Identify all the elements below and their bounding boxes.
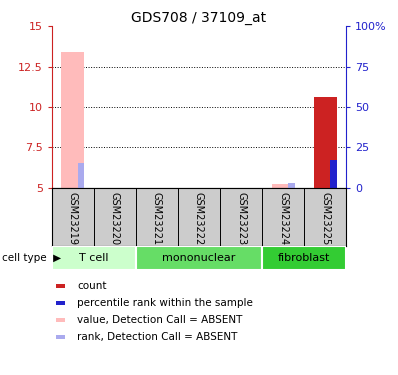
- Text: GSM23222: GSM23222: [194, 192, 204, 245]
- Text: count: count: [77, 281, 107, 291]
- Bar: [56, 318, 65, 322]
- Text: fibroblast: fibroblast: [278, 253, 330, 263]
- Bar: [136, 246, 262, 270]
- Bar: [262, 246, 346, 270]
- Bar: [52, 246, 136, 270]
- Bar: [314, 97, 337, 188]
- Bar: [56, 284, 65, 288]
- Bar: [56, 301, 65, 305]
- Text: T cell: T cell: [79, 253, 109, 263]
- Title: GDS708 / 37109_at: GDS708 / 37109_at: [131, 11, 267, 25]
- Text: GSM23224: GSM23224: [278, 192, 288, 245]
- Bar: [56, 334, 65, 339]
- Text: mononuclear: mononuclear: [162, 253, 236, 263]
- Text: GSM23223: GSM23223: [236, 192, 246, 245]
- Bar: [330, 160, 337, 188]
- Text: GSM23225: GSM23225: [320, 192, 330, 245]
- Text: percentile rank within the sample: percentile rank within the sample: [77, 298, 253, 308]
- Text: cell type  ▶: cell type ▶: [2, 253, 61, 263]
- Bar: [271, 184, 295, 188]
- Text: GSM23220: GSM23220: [110, 192, 120, 245]
- Text: rank, Detection Call = ABSENT: rank, Detection Call = ABSENT: [77, 332, 238, 342]
- Text: GSM23219: GSM23219: [68, 192, 78, 245]
- Bar: [61, 52, 84, 188]
- Text: value, Detection Call = ABSENT: value, Detection Call = ABSENT: [77, 315, 242, 325]
- Bar: [289, 183, 295, 188]
- Text: GSM23221: GSM23221: [152, 192, 162, 245]
- Bar: [78, 164, 84, 188]
